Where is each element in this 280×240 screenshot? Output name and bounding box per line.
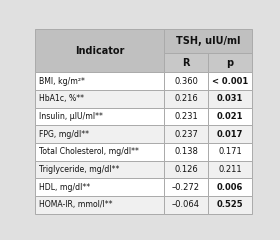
Text: Total Cholesterol, mg/dl**: Total Cholesterol, mg/dl** — [39, 147, 139, 156]
Text: HOMA-IR, mmol/l**: HOMA-IR, mmol/l** — [39, 200, 112, 209]
Bar — [164, 161, 208, 178]
Text: 0.237: 0.237 — [174, 130, 198, 138]
Bar — [164, 178, 208, 196]
Text: 0.138: 0.138 — [174, 147, 198, 156]
Text: Indicator: Indicator — [75, 46, 124, 55]
Text: HbA1c, %**: HbA1c, %** — [39, 94, 84, 103]
Text: –0.272: –0.272 — [172, 183, 200, 192]
Bar — [35, 125, 164, 143]
Text: R: R — [182, 58, 190, 67]
Bar — [164, 29, 252, 53]
Text: p: p — [227, 58, 234, 67]
Bar — [164, 90, 208, 108]
Text: 0.006: 0.006 — [217, 183, 243, 192]
Text: HDL, mg/dl**: HDL, mg/dl** — [39, 183, 90, 192]
Text: Triglyceride, mg/dl**: Triglyceride, mg/dl** — [39, 165, 119, 174]
Text: 0.525: 0.525 — [217, 200, 243, 209]
Text: 0.017: 0.017 — [217, 130, 243, 138]
Bar — [35, 108, 164, 125]
Bar — [164, 196, 208, 214]
Text: 0.031: 0.031 — [217, 94, 243, 103]
Text: 0.231: 0.231 — [174, 112, 198, 121]
Bar — [164, 72, 208, 90]
Bar — [164, 143, 208, 161]
Bar — [35, 90, 164, 108]
Bar — [208, 108, 252, 125]
Bar — [164, 53, 208, 72]
Bar — [164, 108, 208, 125]
Text: < 0.001: < 0.001 — [212, 77, 248, 86]
Text: 0.216: 0.216 — [174, 94, 198, 103]
Text: Insulin, μIU/ml**: Insulin, μIU/ml** — [39, 112, 103, 121]
Bar — [208, 143, 252, 161]
Text: 0.126: 0.126 — [174, 165, 198, 174]
Text: TSH, uIU/ml: TSH, uIU/ml — [176, 36, 240, 46]
Bar — [208, 196, 252, 214]
Bar — [35, 72, 164, 90]
Text: BMI, kg/m²*: BMI, kg/m²* — [39, 77, 85, 86]
Text: 0.171: 0.171 — [218, 147, 242, 156]
Text: –0.064: –0.064 — [172, 200, 200, 209]
Bar — [35, 161, 164, 178]
Text: 0.021: 0.021 — [217, 112, 243, 121]
Bar — [35, 29, 164, 72]
Text: 0.211: 0.211 — [218, 165, 242, 174]
Bar — [164, 125, 208, 143]
Bar — [208, 90, 252, 108]
Bar — [35, 178, 164, 196]
Text: 0.360: 0.360 — [174, 77, 198, 86]
Bar — [208, 72, 252, 90]
Bar — [208, 125, 252, 143]
Bar — [208, 53, 252, 72]
Bar — [35, 143, 164, 161]
Bar — [208, 178, 252, 196]
Bar — [35, 196, 164, 214]
Bar — [208, 161, 252, 178]
Text: FPG, mg/dl**: FPG, mg/dl** — [39, 130, 89, 138]
